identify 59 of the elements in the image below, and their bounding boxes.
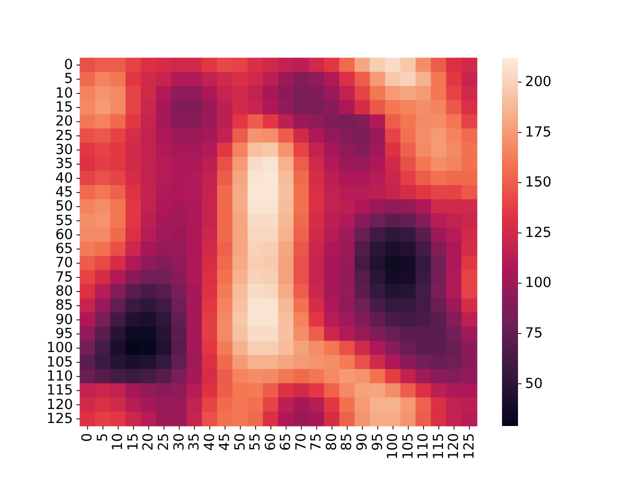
y-tick-label: 100 xyxy=(46,340,73,356)
color-bar-label: 50 xyxy=(525,376,543,392)
x-tick-label: 0 xyxy=(80,433,96,442)
x-tick-label: 25 xyxy=(156,433,172,451)
y-tick-label: 85 xyxy=(55,298,73,314)
x-tick-label: 115 xyxy=(430,433,447,460)
color-bar-label: 75 xyxy=(525,325,543,342)
x-tick-label: 40 xyxy=(202,433,218,451)
y-tick-label: 70 xyxy=(55,255,73,272)
y-tick-label: 120 xyxy=(46,396,73,413)
y-tick-label: 75 xyxy=(55,269,73,286)
y-tick-label: 40 xyxy=(55,170,73,186)
x-tick-label: 120 xyxy=(446,433,462,460)
y-tick-label: 105 xyxy=(46,354,73,370)
x-tick-label: 90 xyxy=(354,433,370,451)
y-tick-label: 30 xyxy=(55,142,73,158)
x-tick-label: 95 xyxy=(370,433,386,451)
y-tick-label: 115 xyxy=(46,382,73,399)
y-tick-label: 0 xyxy=(64,57,73,74)
y-tick-label: 15 xyxy=(55,100,73,116)
y-tick-label: 110 xyxy=(46,368,73,384)
y-tick-label: 60 xyxy=(55,226,73,243)
x-tick-label: 60 xyxy=(262,433,279,451)
color-bar-label: 200 xyxy=(525,74,552,90)
y-tick-label: 45 xyxy=(55,184,73,200)
y-tick-label: 35 xyxy=(55,156,73,172)
x-tick-label: 50 xyxy=(232,433,248,451)
y-tick-label: 90 xyxy=(55,312,73,328)
y-tick-label: 50 xyxy=(55,198,73,215)
y-tick-label: 125 xyxy=(46,410,73,427)
x-tick-label: 75 xyxy=(308,433,325,451)
x-tick-label: 10 xyxy=(110,433,126,451)
x-tick-label: 35 xyxy=(186,433,203,451)
x-tick-label: 125 xyxy=(461,433,478,460)
x-tick-label: 110 xyxy=(416,433,432,460)
color-bar-label: 150 xyxy=(525,174,552,191)
x-tick-label: 80 xyxy=(324,433,340,451)
color-bar-label: 100 xyxy=(525,275,552,292)
y-tick-label: 5 xyxy=(64,71,73,88)
x-tick-label: 100 xyxy=(385,433,402,460)
x-tick-label: 85 xyxy=(339,433,356,451)
y-tick-label: 20 xyxy=(55,114,73,130)
x-tick-label: 105 xyxy=(400,433,416,460)
x-tick-label: 30 xyxy=(171,433,188,451)
x-tick-label: 55 xyxy=(248,433,264,451)
x-tick-label: 70 xyxy=(293,433,310,451)
x-tick-label: 15 xyxy=(125,433,142,451)
y-tick-label: 55 xyxy=(55,212,73,229)
x-tick-label: 5 xyxy=(94,433,111,442)
color-bar-label: 175 xyxy=(525,124,552,140)
y-tick-label: 80 xyxy=(55,284,73,300)
y-tick-label: 10 xyxy=(55,85,73,102)
x-tick-label: 45 xyxy=(217,433,234,451)
x-tick-label: 65 xyxy=(278,433,294,451)
y-tick-label: 95 xyxy=(55,326,73,342)
y-tick-label: 65 xyxy=(55,241,73,258)
x-tick-label: 20 xyxy=(140,433,157,451)
y-tick-label: 25 xyxy=(55,128,73,144)
color-bar-label: 125 xyxy=(525,224,552,241)
